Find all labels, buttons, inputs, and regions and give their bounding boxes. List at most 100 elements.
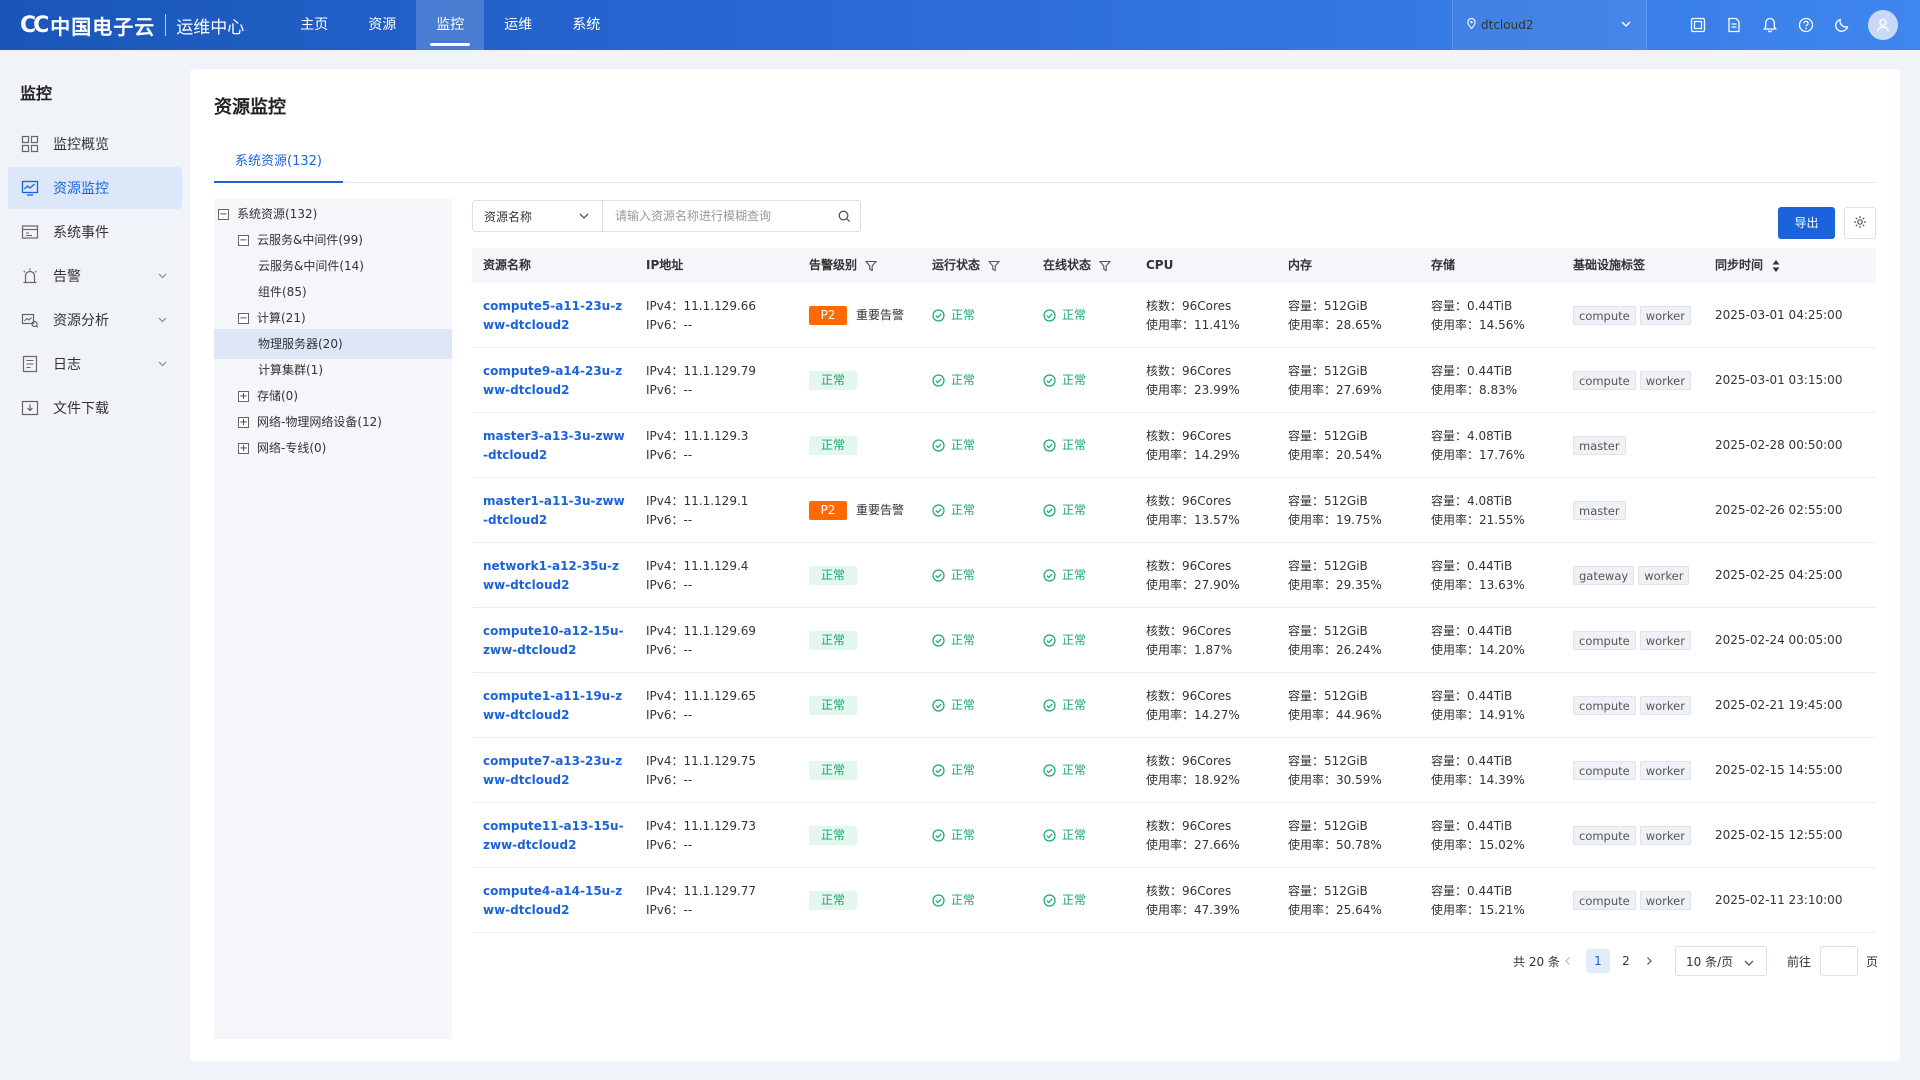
tree-node[interactable]: 组件(85) [258,277,452,307]
tree-node[interactable]: − 云服务&中间件(99) [238,225,452,255]
run-status-text: 正常 [951,698,976,712]
alarm-level-cell: 正常 [809,738,857,803]
resource-name-link[interactable]: compute1-a11-19u-zww-dtcloud2 [483,688,623,722]
sidebar-item-monitor-overview[interactable]: 监控概览 [8,123,182,165]
table-settings-button[interactable] [1844,207,1876,239]
tenant-selector[interactable]: dtcloud2 [1452,0,1647,50]
goto-page-input[interactable] [1820,946,1858,976]
check-circle-icon [932,439,945,452]
search-field-select[interactable]: 资源名称 [473,201,603,231]
filter-icon[interactable] [988,260,1001,272]
bell-icon[interactable] [1752,0,1788,50]
infra-tag: worker [1639,826,1691,845]
resource-name-link[interactable]: master1-a11-3u-zww-dtcloud2 [483,493,625,527]
tree-node[interactable]: + 网络-专线(0) [238,433,452,463]
resource-name-link[interactable]: compute4-a14-15u-zww-dtcloud2 [483,883,623,917]
resource-name-link[interactable]: compute10-a12-15u-zww-dtcloud2 [483,623,624,657]
check-circle-icon [1043,439,1056,452]
check-circle-icon [1043,894,1056,907]
tab-system-resources[interactable]: 系统资源(132) [214,151,343,183]
filter-icon[interactable] [865,260,878,272]
resource-name-link[interactable]: compute5-a11-23u-zww-dtcloud2 [483,298,623,332]
infra-tag: compute [1573,306,1636,325]
expand-icon[interactable]: + [238,442,249,454]
nav-monitor[interactable]: 监控 [416,0,485,50]
user-avatar-icon[interactable] [1868,10,1898,40]
tree-node-selected[interactable]: 物理服务器(20) [214,329,452,359]
ip-cell: IPv4：11.1.129.79 IPv6：-- [646,348,756,413]
nav-home[interactable]: 主页 [300,17,329,33]
online-status-text: 正常 [1062,308,1087,322]
resource-name-link[interactable]: compute9-a14-23u-zww-dtcloud2 [483,363,623,397]
tree-node[interactable]: − 计算(21) [238,303,452,333]
resource-name-link[interactable]: compute11-a13-15u-zww-dtcloud2 [483,818,624,852]
resource-tree: − 系统资源(132) − 云服务&中间件(99) 云服务&中间件(14) 组件… [214,199,452,1039]
chevron-down-icon [157,313,168,329]
search-icon[interactable] [828,201,860,231]
nav-resources[interactable]: 资源 [368,17,397,33]
online-status-text: 正常 [1062,828,1087,842]
help-icon[interactable] [1788,0,1824,50]
chevron-down-icon [157,357,168,373]
table-row[interactable]: compute4-a14-15u-zww-dtcloud2 IPv4：11.1.1… [472,868,1876,933]
cpu-cell: 核数：96Cores 使用率：11.41% [1146,283,1240,348]
tree-node[interactable]: 计算集群(1) [258,355,452,385]
sidebar-item-resource-analysis[interactable]: 资源分析 [8,299,182,341]
check-circle-icon [1043,829,1056,842]
table-row[interactable]: compute9-a14-23u-zww-dtcloud2 IPv4：11.1.1… [472,348,1876,413]
sidebar-item-file-download[interactable]: 文件下载 [8,387,182,429]
table-row[interactable]: master3-a13-3u-zww-dtcloud2 IPv4：11.1.129… [472,413,1876,478]
resource-name-link[interactable]: master3-a13-3u-zww-dtcloud2 [483,428,625,462]
table-row[interactable]: compute10-a12-15u-zww-dtcloud2 IPv4：11.1.… [472,608,1876,673]
table-row[interactable]: compute1-a11-19u-zww-dtcloud2 IPv4：11.1.1… [472,673,1876,738]
ipv6-text: IPv6：-- [646,902,693,917]
cpu-cores: 核数：96Cores [1146,298,1232,313]
storage-cell: 容量：4.08TiB 使用率：17.76% [1431,413,1525,478]
moon-icon[interactable] [1824,0,1860,50]
cpu-cell: 核数：96Cores 使用率：27.66% [1146,803,1240,868]
sidebar-item-logs[interactable]: 日志 [8,343,182,385]
tree-node[interactable]: − 系统资源(132) [218,199,452,229]
pagination-page[interactable]: 2 [1622,954,1630,968]
pagination-page[interactable]: 1 [1586,949,1610,973]
table-row[interactable]: compute11-a13-15u-zww-dtcloud2 IPv4：11.1.… [472,803,1876,868]
brand-logo[interactable]: CC 中国电子云 运维中心 [20,0,244,50]
filter-icon[interactable] [1099,260,1112,272]
sort-icon[interactable] [1771,259,1781,273]
column-header-sync-time[interactable]: 同步时间 [1715,248,1781,283]
table-row[interactable]: network1-a12-35u-zww-dtcloud2 IPv4：11.1.1… [472,543,1876,608]
tree-node[interactable]: + 存储(0) [238,381,452,411]
nav-system[interactable]: 系统 [572,17,601,33]
tree-node[interactable]: + 网络-物理网络设备(12) [238,407,452,437]
table-row[interactable]: compute5-a11-23u-zww-dtcloud2 IPv4：11.1.1… [472,283,1876,348]
collapse-icon[interactable]: − [218,208,229,220]
run-status-cell: 正常 [932,348,975,413]
infra-tag: master [1573,501,1626,520]
sidebar-item-resource-monitor[interactable]: 资源监控 [8,167,182,209]
resource-name-link[interactable]: network1-a12-35u-zww-dtcloud2 [483,558,619,592]
expand-icon[interactable]: + [238,390,249,402]
search-input[interactable] [603,201,828,231]
pagination-prev-button[interactable] [1563,946,1573,976]
page-size-select[interactable]: 10 条/页 [1675,946,1767,976]
sidebar-item-system-events[interactable]: 系统事件 [8,211,182,253]
sidebar-item-label: 监控概览 [53,137,109,153]
sidebar-item-label: 系统事件 [53,225,109,241]
screen-icon[interactable] [1680,0,1716,50]
run-status-text: 正常 [951,438,976,452]
cpu-cores: 核数：96Cores [1146,818,1232,833]
export-button[interactable]: 导出 [1778,207,1835,239]
storage-cell: 容量：0.44TiB 使用率：13.63% [1431,543,1525,608]
tree-node[interactable]: 云服务&中间件(14) [258,251,452,281]
table-row[interactable]: master1-a11-3u-zww-dtcloud2 IPv4：11.1.129… [472,478,1876,543]
document-icon[interactable] [1716,0,1752,50]
nav-ops[interactable]: 运维 [504,17,533,33]
pagination-next-button[interactable] [1640,946,1658,976]
table-row[interactable]: compute7-a13-23u-zww-dtcloud2 IPv4：11.1.1… [472,738,1876,803]
sidebar-item-alarm[interactable]: 告警 [8,255,182,297]
collapse-icon[interactable]: − [238,234,249,246]
ipv4-text: IPv4：11.1.129.77 [646,883,757,898]
expand-icon[interactable]: + [238,416,249,428]
resource-name-link[interactable]: compute7-a13-23u-zww-dtcloud2 [483,753,623,787]
collapse-icon[interactable]: − [238,312,249,324]
